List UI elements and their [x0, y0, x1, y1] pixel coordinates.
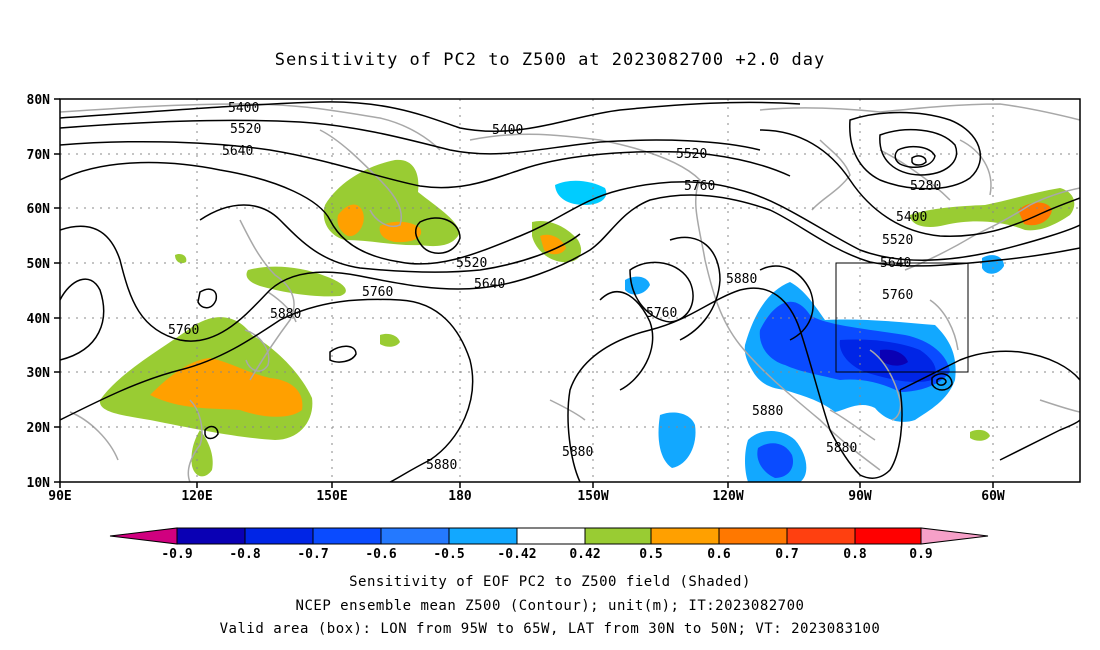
z500-contours — [60, 101, 1080, 482]
contour-label: 5520 — [676, 147, 707, 162]
contour-label: 5400 — [492, 123, 523, 138]
map-figure: 5400 5400 5400 5520 5520 5520 5520 5640 … — [27, 93, 1081, 560]
colorbar-center-cell — [516, 527, 586, 545]
colorbar-cell — [176, 527, 246, 545]
lat-label: 10N — [27, 476, 51, 491]
lon-label: 120E — [181, 489, 212, 504]
lat-label: 80N — [27, 93, 51, 108]
lat-label: 40N — [27, 312, 51, 327]
colorbar-cell — [650, 527, 720, 545]
lon-label: 90E — [48, 489, 71, 504]
contour-label: 5880 — [270, 307, 301, 322]
caption-line-1: Sensitivity of EOF PC2 to Z500 field (Sh… — [349, 574, 751, 590]
contour-label: 5760 — [684, 179, 715, 194]
colorbar-label: -0.7 — [297, 547, 328, 560]
contour-label: 5640 — [222, 144, 253, 159]
contour-label: 5880 — [826, 441, 857, 456]
contour-label: 5880 — [726, 272, 757, 287]
colorbar-low-arrow — [109, 527, 178, 545]
contour-label: 5880 — [426, 458, 457, 473]
contour-label: 5520 — [882, 233, 913, 248]
colorbar-high-arrow — [920, 527, 989, 545]
positive-sensitivity-shading — [99, 159, 1075, 477]
contour-label: 5880 — [562, 445, 593, 460]
contour-label: 5640 — [880, 256, 911, 271]
latitude-labels: 80N 70N 60N 50N 40N 30N 20N 10N — [27, 93, 51, 491]
lat-label: 70N — [27, 148, 51, 163]
contour-label: 5400 — [896, 210, 927, 225]
colorbar-label: -0.8 — [229, 547, 260, 560]
lon-label: 90W — [848, 489, 872, 504]
colorbar-cell — [718, 527, 788, 545]
lon-label: 150E — [316, 489, 347, 504]
longitude-labels: 90E 120E 150E 180 150W 120W 90W 60W — [48, 489, 1005, 504]
lon-label: 180 — [448, 489, 472, 504]
lat-label: 30N — [27, 366, 51, 381]
lat-label: 60N — [27, 202, 51, 217]
colorbar-label: 0.8 — [843, 547, 867, 560]
colorbar-cell — [786, 527, 856, 545]
lon-label: 150W — [577, 489, 608, 504]
colorbar: -0.9 -0.8 -0.7 -0.6 -0.5 -0.42 0.42 0.5 … — [109, 527, 989, 560]
colorbar-cell — [584, 527, 652, 545]
coastlines — [60, 103, 1080, 482]
contour-label: 5760 — [362, 285, 393, 300]
colorbar-label: -0.5 — [433, 547, 464, 560]
map-title: Sensitivity of PC2 to Z500 at 2023082700… — [274, 50, 826, 70]
lon-label: 60W — [981, 489, 1005, 504]
valid-area-box — [835, 262, 969, 373]
colorbar-label: -0.9 — [161, 547, 192, 560]
colorbar-cell — [380, 527, 450, 545]
contour-label: 5760 — [646, 306, 677, 321]
axis-ticks — [54, 98, 994, 488]
colorbar-label: -0.6 — [365, 547, 396, 560]
contour-label: 5760 — [168, 323, 199, 338]
colorbar-label: 0.7 — [775, 547, 798, 560]
colorbar-cell — [312, 527, 382, 545]
contour-label: 5640 — [474, 277, 505, 292]
lat-label: 20N — [27, 421, 51, 436]
colorbar-labels: -0.9 -0.8 -0.7 -0.6 -0.5 -0.42 0.42 0.5 … — [161, 547, 932, 560]
colorbar-label: 0.42 — [569, 547, 600, 560]
colorbar-cell — [854, 527, 922, 545]
contour-label: 5280 — [910, 179, 941, 194]
contour-labels: 5400 5400 5400 5520 5520 5520 5520 5640 … — [168, 101, 941, 473]
colorbar-label: 0.9 — [909, 547, 932, 560]
caption-line-2: NCEP ensemble mean Z500 (Contour); unit(… — [295, 598, 805, 614]
colorbar-cell — [244, 527, 314, 545]
colorbar-label: 0.5 — [639, 547, 662, 560]
plot-frame — [59, 98, 1081, 483]
lat-label: 50N — [27, 257, 51, 272]
colorbar-cell — [448, 527, 518, 545]
contour-label: 5880 — [752, 404, 783, 419]
lon-label: 120W — [712, 489, 743, 504]
colorbar-label: -0.42 — [497, 547, 536, 560]
contour-label: 5520 — [230, 122, 261, 137]
contour-label: 5400 — [228, 101, 259, 116]
contour-label: 5520 — [456, 256, 487, 271]
contour-label: 5760 — [882, 288, 913, 303]
caption-line-3: Valid area (box): LON from 95W to 65W, L… — [219, 621, 881, 637]
colorbar-label: 0.6 — [707, 547, 731, 560]
